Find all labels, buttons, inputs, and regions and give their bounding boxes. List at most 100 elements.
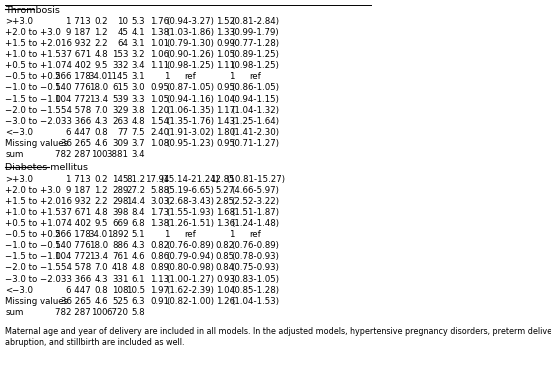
Text: −0.5 to +0.5: −0.5 to +0.5	[5, 72, 61, 81]
Text: 100: 100	[91, 308, 108, 317]
Text: 1.33: 1.33	[216, 28, 235, 37]
Text: (0.71-1.27): (0.71-1.27)	[231, 139, 279, 148]
Text: 782 287: 782 287	[55, 308, 91, 317]
Text: 0.2: 0.2	[94, 17, 108, 26]
Text: 153: 153	[112, 50, 128, 59]
Text: 298: 298	[112, 197, 128, 206]
Text: 37 671: 37 671	[61, 50, 91, 59]
Text: 1.11: 1.11	[216, 62, 235, 70]
Text: 418: 418	[112, 263, 128, 273]
Text: 4.8: 4.8	[132, 117, 145, 126]
Text: 3.1: 3.1	[132, 72, 145, 81]
Text: 1.01: 1.01	[150, 39, 170, 48]
Text: 3.8: 3.8	[132, 106, 145, 115]
Text: 14.4: 14.4	[126, 197, 145, 206]
Text: −1.5 to −1.0: −1.5 to −1.0	[5, 94, 61, 104]
Text: (0.77-1.28): (0.77-1.28)	[231, 39, 279, 48]
Text: 0.8: 0.8	[94, 128, 108, 137]
Text: 6.1: 6.1	[132, 275, 145, 283]
Text: ref: ref	[184, 72, 196, 81]
Text: 1: 1	[164, 72, 170, 81]
Text: Missing values: Missing values	[5, 139, 68, 148]
Text: 27.2: 27.2	[126, 186, 145, 195]
Text: −3.0 to −2.0: −3.0 to −2.0	[5, 117, 61, 126]
Text: 16 932: 16 932	[61, 197, 91, 206]
Text: (1.62-2.39): (1.62-2.39)	[166, 286, 214, 295]
Text: (0.89-1.25): (0.89-1.25)	[231, 50, 279, 59]
Text: 3881: 3881	[106, 150, 128, 159]
Text: 0.95: 0.95	[216, 84, 235, 93]
Text: 108: 108	[112, 286, 128, 295]
Text: 0.91: 0.91	[150, 297, 170, 305]
Text: 1.20: 1.20	[150, 106, 170, 115]
Text: (1.04-1.53): (1.04-1.53)	[231, 297, 279, 305]
Text: 1: 1	[229, 72, 235, 81]
Text: +2.0 to +3.0: +2.0 to +3.0	[5, 186, 61, 195]
Text: 104 772: 104 772	[55, 253, 91, 261]
Text: 0.84: 0.84	[216, 263, 235, 273]
Text: 1: 1	[164, 231, 170, 239]
Text: 761: 761	[112, 253, 128, 261]
Text: >+3.0: >+3.0	[5, 175, 33, 184]
Text: 54 578: 54 578	[61, 263, 91, 273]
Text: 1.43: 1.43	[216, 117, 235, 126]
Text: 2.85: 2.85	[216, 197, 235, 206]
Text: (5.19-6.65): (5.19-6.65)	[166, 186, 214, 195]
Text: (0.94-1.15): (0.94-1.15)	[231, 94, 279, 104]
Text: 36 265: 36 265	[61, 139, 91, 148]
Text: (1.26-1.51): (1.26-1.51)	[166, 219, 214, 228]
Text: 3.7: 3.7	[132, 139, 145, 148]
Text: (0.79-0.94): (0.79-0.94)	[166, 253, 214, 261]
Text: 104 772: 104 772	[55, 94, 91, 104]
Text: 0.95: 0.95	[150, 84, 170, 93]
Text: 266 178: 266 178	[55, 72, 91, 81]
Text: +0.5 to +1.0: +0.5 to +1.0	[5, 219, 61, 228]
Text: (1.00-1.27): (1.00-1.27)	[166, 275, 214, 283]
Text: sum: sum	[5, 150, 24, 159]
Text: 2.2: 2.2	[94, 197, 108, 206]
Text: 1: 1	[229, 231, 235, 239]
Text: (0.87-1.05): (0.87-1.05)	[166, 84, 214, 93]
Text: −1.5 to −1.0: −1.5 to −1.0	[5, 253, 61, 261]
Text: 1.05: 1.05	[216, 50, 235, 59]
Text: (0.86-1.05): (0.86-1.05)	[231, 84, 279, 93]
Text: 8.4: 8.4	[132, 208, 145, 217]
Text: 1.06: 1.06	[150, 50, 170, 59]
Text: 669: 669	[112, 219, 128, 228]
Text: +1.5 to +2.0: +1.5 to +2.0	[5, 197, 61, 206]
Text: 5.27: 5.27	[216, 186, 235, 195]
Text: <−3.0: <−3.0	[5, 286, 33, 295]
Text: 1.2: 1.2	[94, 186, 108, 195]
Text: 289: 289	[112, 186, 128, 195]
Text: 1.2: 1.2	[94, 28, 108, 37]
Text: 1892: 1892	[106, 231, 128, 239]
Text: 13.4: 13.4	[89, 253, 108, 261]
Text: (0.75-0.93): (0.75-0.93)	[231, 263, 279, 273]
Text: 329: 329	[112, 106, 128, 115]
Text: 0.82: 0.82	[150, 241, 170, 250]
Text: 4.3: 4.3	[94, 117, 108, 126]
Text: (1.35-1.76): (1.35-1.76)	[166, 117, 214, 126]
Text: 309: 309	[112, 139, 128, 148]
Text: 1.05: 1.05	[150, 94, 170, 104]
Text: 1.52: 1.52	[216, 17, 235, 26]
Text: +1.0 to +1.5: +1.0 to +1.5	[5, 50, 61, 59]
Text: 3.03: 3.03	[150, 197, 170, 206]
Text: 1.80: 1.80	[216, 128, 235, 137]
Text: 2.40: 2.40	[150, 128, 170, 137]
Text: 0.95: 0.95	[216, 139, 235, 148]
Text: 4.3: 4.3	[132, 241, 145, 250]
Text: 5.8: 5.8	[132, 308, 145, 317]
Text: +2.0 to +3.0: +2.0 to +3.0	[5, 28, 61, 37]
Text: (0.81-2.84): (0.81-2.84)	[231, 17, 279, 26]
Text: +0.5 to +1.0: +0.5 to +1.0	[5, 62, 61, 70]
Text: 6720: 6720	[106, 308, 128, 317]
Text: 10.5: 10.5	[126, 286, 145, 295]
Text: 4.8: 4.8	[94, 208, 108, 217]
Text: 34.0: 34.0	[89, 231, 108, 239]
Text: (1.51-1.87): (1.51-1.87)	[231, 208, 279, 217]
Text: 16 932: 16 932	[61, 39, 91, 48]
Text: 1.54: 1.54	[150, 117, 170, 126]
Text: 54 578: 54 578	[61, 106, 91, 115]
Text: 140 776: 140 776	[55, 241, 91, 250]
